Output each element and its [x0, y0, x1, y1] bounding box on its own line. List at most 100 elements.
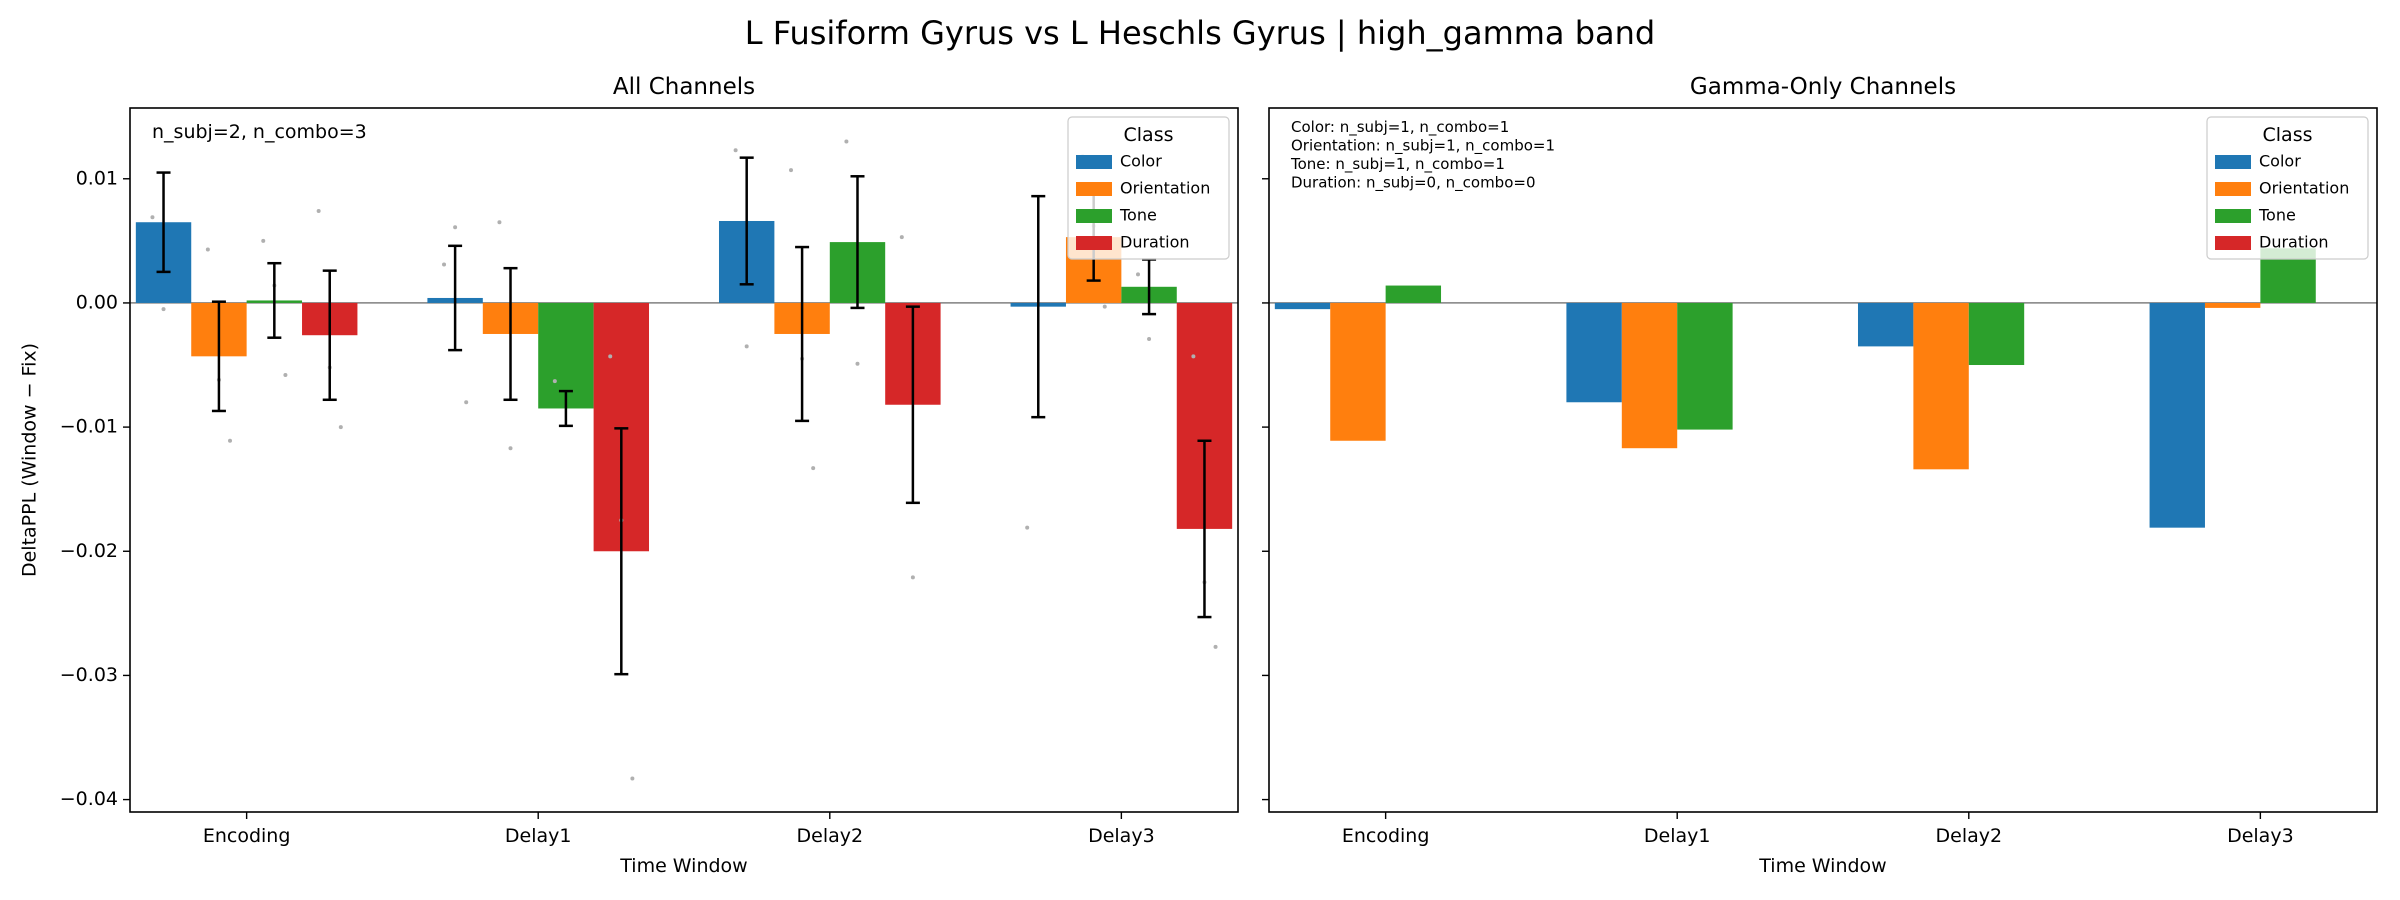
bar-color-delay3	[2149, 302, 2205, 528]
sample-size-annotation: Color: n_subj=1, n_combo=1 Orientation: n…	[1290, 118, 1555, 193]
data-point	[464, 400, 469, 405]
figure-title: L Fusiform Gyrus vs L Heschls Gyrus | hi…	[745, 14, 1655, 52]
data-point	[744, 344, 749, 349]
data-point	[630, 776, 635, 781]
error-bar	[267, 261, 282, 339]
bar-color-delay2	[1857, 302, 1914, 347]
error-bar	[448, 244, 463, 352]
annotation-line: Orientation: n_subj=1, n_combo=1	[1291, 137, 1555, 156]
error-bar	[850, 175, 865, 310]
legend-box	[1067, 116, 1230, 260]
panel-title: All Channels	[613, 74, 755, 100]
data-point	[1102, 304, 1107, 309]
x-tick-label-delay2: Delay2	[797, 825, 864, 847]
legend-swatch-tone	[2215, 209, 2251, 223]
legend-swatch-orientation	[1076, 182, 1112, 196]
legend: Class Color Orientation Tone Duration	[1067, 116, 1230, 260]
legend-swatch-orientation	[2215, 182, 2251, 196]
data-point	[1147, 336, 1152, 341]
legend-title: Class	[2263, 124, 2313, 146]
annotation-line: Tone: n_subj=1, n_combo=1	[1290, 155, 1505, 174]
legend-label-color: Color	[1120, 152, 1162, 171]
data-point	[899, 235, 904, 240]
panel-gamma-only-channels: Gamma-Only Channels Time Window Color: n…	[1262, 74, 2378, 877]
x-tick-label-encoding: Encoding	[203, 825, 291, 847]
x-tick-label-delay1: Delay1	[1644, 825, 1711, 847]
data-point	[205, 247, 210, 252]
legend-label-orientation: Orientation	[2259, 179, 2349, 198]
legend-box	[2206, 116, 2369, 260]
data-point	[910, 575, 915, 580]
error-bar	[1197, 439, 1212, 619]
data-point	[283, 372, 288, 377]
legend-swatch-tone	[1076, 209, 1112, 223]
x-axis-label: Time Window	[619, 855, 747, 877]
annotation-line: n_subj=2, n_combo=3	[152, 121, 367, 143]
data-point	[261, 238, 266, 243]
axes-frame	[1268, 107, 2378, 813]
data-point	[338, 425, 343, 430]
bar-tone-delay1	[1677, 302, 1733, 430]
data-point	[844, 139, 849, 144]
data-point	[497, 220, 502, 225]
legend-swatch-color	[1076, 155, 1112, 169]
data-point	[811, 466, 816, 471]
panel-title: Gamma-Only Channels	[1690, 74, 1956, 100]
data-point	[150, 215, 155, 220]
x-tick-label-delay1: Delay1	[505, 825, 572, 847]
bar-orientation-delay3	[2204, 302, 2261, 308]
legend-label-tone: Tone	[1119, 206, 1157, 225]
legend-label-duration: Duration	[2259, 233, 2329, 252]
error-bar	[795, 245, 810, 423]
data-point	[1135, 272, 1140, 277]
data-point	[316, 209, 321, 214]
error-bar	[905, 305, 920, 505]
bar-orientation-delay1	[1621, 302, 1678, 449]
x-tick-label-delay3: Delay3	[1088, 825, 1155, 847]
x-axis-label: Time Window	[1758, 855, 1886, 877]
axes-frame	[129, 107, 1239, 813]
annotation-line: Color: n_subj=1, n_combo=1	[1291, 118, 1509, 137]
panel-all-channels: All Channels DeltaPPL (Window − Fix) Tim…	[19, 74, 1239, 877]
data-point	[1213, 644, 1218, 649]
bar-tone-encoding	[1385, 285, 1442, 303]
data-point	[789, 168, 794, 173]
x-tick-label-delay2: Delay2	[1936, 825, 2003, 847]
data-point	[1191, 354, 1196, 359]
annotation-line: Duration: n_subj=0, n_combo=0	[1291, 174, 1536, 193]
legend-swatch-color	[2215, 155, 2251, 169]
data-point	[228, 438, 233, 443]
error-bar	[322, 269, 337, 402]
y-tick-label: −0.03	[60, 664, 118, 686]
legend-swatch-duration	[1076, 236, 1112, 250]
legend-swatch-duration	[2215, 236, 2251, 250]
data-point	[453, 225, 458, 230]
sample-size-annotation: n_subj=2, n_combo=3	[152, 121, 367, 143]
data-point	[508, 446, 513, 451]
bar-color-delay1	[1566, 302, 1622, 403]
data-point	[608, 354, 613, 359]
legend-label-duration: Duration	[1120, 233, 1190, 252]
x-tick-label-encoding: Encoding	[1342, 825, 1430, 847]
data-point	[161, 307, 166, 312]
legend-title: Class	[1124, 124, 1174, 146]
data-point	[733, 148, 738, 153]
data-point	[855, 361, 860, 366]
legend-label-orientation: Orientation	[1120, 179, 1210, 198]
y-axis-label: DeltaPPL (Window − Fix)	[19, 343, 41, 577]
error-bar	[211, 300, 226, 413]
error-bar	[558, 389, 573, 428]
error-bar	[739, 156, 754, 286]
data-point	[552, 379, 557, 384]
error-bar	[614, 427, 629, 676]
bar-tone-delay2	[1968, 302, 2025, 366]
y-tick-label: −0.02	[60, 540, 118, 562]
data-point	[442, 262, 447, 267]
legend-label-tone: Tone	[2258, 206, 2296, 225]
bar-color-encoding	[1274, 302, 1331, 310]
y-tick-label: −0.04	[60, 788, 118, 810]
error-bar	[1031, 194, 1046, 419]
data-point	[1025, 525, 1030, 530]
bar-orientation-encoding	[1330, 302, 1386, 441]
